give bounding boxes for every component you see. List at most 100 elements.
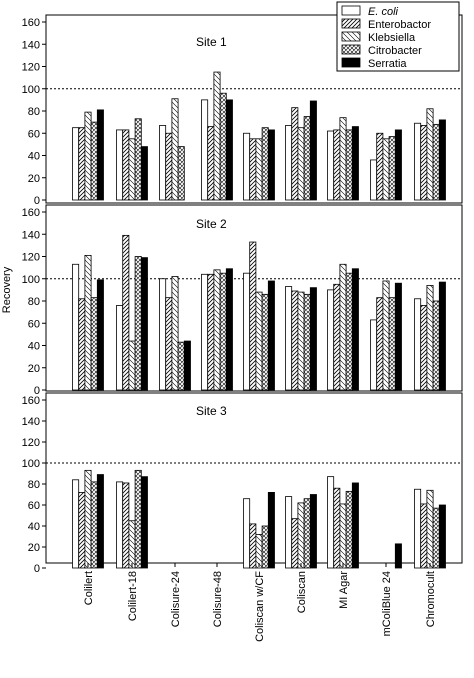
bar-enterobactor <box>291 518 299 569</box>
bar-citrobacter <box>90 121 98 201</box>
bar-klebsiella <box>128 138 136 201</box>
panel-frame <box>45 204 463 392</box>
y-tick-label: 0 <box>34 385 40 397</box>
bar-klebsiella <box>255 138 263 201</box>
y-tick-label: 80 <box>28 106 40 118</box>
y-tick-label: 20 <box>28 542 40 554</box>
bar-ecoli <box>116 481 124 569</box>
x-tick-label: Coliscan w/CF <box>254 571 266 642</box>
bar-ecoli <box>285 125 293 201</box>
bar-ecoli <box>72 479 80 569</box>
bar-citrobacter <box>388 136 396 201</box>
bar-citrobacter <box>134 469 142 569</box>
y-axis-label: Recovery <box>1 266 13 313</box>
bar-klebsiella <box>84 469 92 569</box>
x-tick-label: Colisure-24 <box>170 571 182 627</box>
bar-serratia <box>309 100 317 201</box>
bar-citrobacter <box>177 341 185 391</box>
bar-enterobactor <box>376 132 384 201</box>
bar-serratia <box>438 504 446 569</box>
y-tick-label: 120 <box>22 252 40 264</box>
bar-klebsiella <box>171 276 179 391</box>
bar-ecoli <box>116 305 124 391</box>
bar-enterobactor <box>249 241 257 391</box>
bar-klebsiella <box>297 502 305 569</box>
bar-klebsiella <box>339 117 347 201</box>
bar-klebsiella <box>297 127 305 201</box>
bar-enterobactor <box>165 297 173 391</box>
bar-serratia <box>140 146 148 201</box>
legend: E. coliEnterobactorKlebsiellaCitrobacter… <box>336 1 460 72</box>
bar-serratia <box>225 268 233 391</box>
bar-ecoli <box>201 273 209 391</box>
y-tick-label: 100 <box>22 84 40 96</box>
bar-serratia <box>96 279 104 391</box>
bar-enterobactor <box>333 129 341 201</box>
y-tick-label: 140 <box>22 416 40 428</box>
panel-frame <box>45 14 463 204</box>
bar-citrobacter <box>261 293 269 391</box>
bar-serratia <box>309 287 317 391</box>
bar-enterobactor <box>207 273 215 391</box>
bar-citrobacter <box>345 490 353 569</box>
bar-citrobacter <box>134 256 142 391</box>
x-axis: Colilert Colilert-18 Colisure-24 Colisure-4… <box>83 563 437 642</box>
bar-serratia <box>394 543 402 569</box>
bar-citrobacter <box>345 129 353 201</box>
bar-serratia <box>267 129 275 201</box>
bar-klebsiella <box>128 340 136 391</box>
bar-citrobacter <box>388 297 396 391</box>
bar-ecoli <box>370 159 378 201</box>
bar-enterobactor <box>249 523 257 569</box>
y-tick-label: 0 <box>34 195 40 207</box>
bar-citrobacter <box>432 123 440 201</box>
bar-enterobactor <box>291 290 299 391</box>
bar-ecoli <box>414 488 422 569</box>
bar-klebsiella <box>339 263 347 391</box>
bar-klebsiella <box>128 520 136 569</box>
bar-citrobacter <box>219 92 227 201</box>
bar-ecoli <box>201 99 209 201</box>
bar-serratia <box>225 99 233 201</box>
legend-swatch-serratia <box>341 57 361 68</box>
y-tick-label: 40 <box>28 151 40 163</box>
x-tick-label: Colilert-18 <box>127 571 139 621</box>
bar-serratia <box>351 268 359 391</box>
bar-enterobactor <box>78 127 86 201</box>
bar-enterobactor <box>291 107 299 201</box>
bar-citrobacter <box>432 300 440 391</box>
bar-serratia <box>140 257 148 391</box>
bar-ecoli <box>159 278 167 391</box>
y-tick-label: 20 <box>28 173 40 185</box>
bar-ecoli <box>285 286 293 391</box>
bar-citrobacter <box>134 118 142 201</box>
bar-ecoli <box>370 319 378 391</box>
y-tick-label: 60 <box>28 500 40 512</box>
legend-swatch-klebsiella <box>341 31 361 42</box>
x-tick-label: Colilert <box>83 571 95 605</box>
panel-title: Site 1 <box>196 35 227 49</box>
bar-serratia <box>96 109 104 201</box>
legend-label-ecoli: E. coli <box>368 6 399 18</box>
y-tick-label: 60 <box>28 128 40 140</box>
bar-citrobacter <box>219 272 227 391</box>
bar-klebsiella <box>84 254 92 391</box>
bar-ecoli <box>327 476 335 569</box>
panel-title: Site 2 <box>196 217 227 231</box>
bar-ecoli <box>243 498 251 569</box>
bar-serratia <box>309 494 317 569</box>
y-tick-label: 160 <box>22 17 40 29</box>
bar-enterobactor <box>165 132 173 201</box>
y-tick-label: 140 <box>22 39 40 51</box>
bar-klebsiella <box>426 285 434 391</box>
y-tick-label: 100 <box>22 458 40 470</box>
bar-enterobactor <box>333 283 341 391</box>
bar-enterobactor <box>420 305 428 391</box>
bar-serratia <box>438 281 446 391</box>
bar-citrobacter <box>177 146 185 201</box>
bar-citrobacter <box>261 525 269 569</box>
y-tick-label: 60 <box>28 318 40 330</box>
x-tick-label: Coliscan <box>296 571 308 613</box>
panel-title: Site 3 <box>196 404 227 418</box>
bar-ecoli <box>72 263 80 391</box>
